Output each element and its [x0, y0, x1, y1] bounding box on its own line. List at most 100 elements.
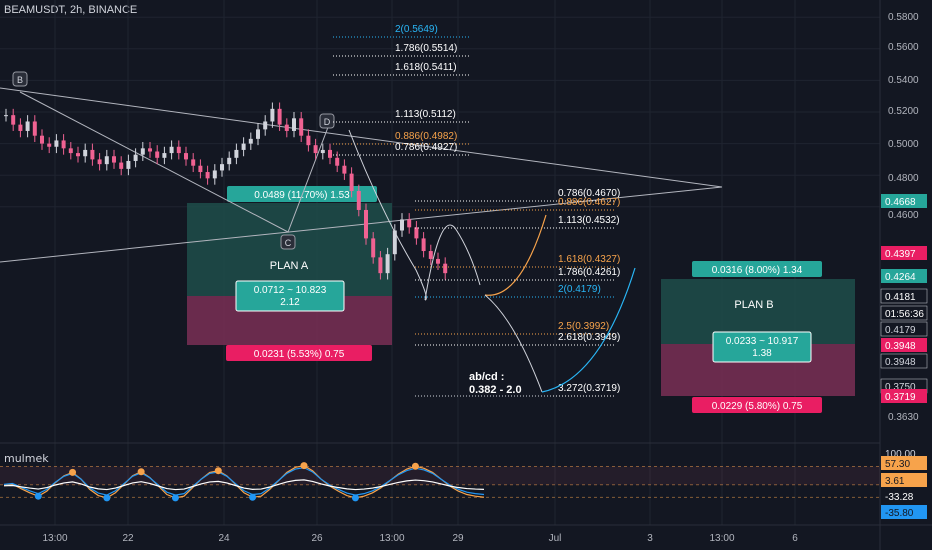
candle-body [292, 118, 296, 131]
price-axis-label: 0.3719 [885, 392, 916, 403]
candle-body [270, 108, 275, 122]
osc-axis-label: 3.61 [885, 476, 905, 487]
fib-level-label: 1.618(0.4327) [558, 254, 620, 265]
candle-body [364, 209, 368, 239]
fib-level-label: 1.618(0.5411) [395, 62, 457, 73]
oscillator-trough-dot [34, 492, 42, 500]
oscillator-trough-dot [103, 494, 111, 502]
time-axis-tick: 13:00 [42, 533, 67, 544]
candle-body [335, 157, 340, 166]
candle-body [97, 159, 102, 165]
plan-a-stop-badge [226, 345, 372, 361]
fib-level-label: 0.886(0.4627) [558, 197, 620, 208]
oscillator-trough-dot [249, 493, 257, 501]
candle-body [385, 254, 390, 274]
price-axis-label: 0.4397 [885, 249, 916, 260]
bearish-projection-arrow [484, 294, 543, 393]
candle-body [11, 115, 16, 125]
candle-body [176, 146, 181, 154]
price-axis-tick: 0.4600 [888, 210, 919, 221]
projection-curve [424, 224, 481, 301]
price-axis-label: 0.3948 [885, 357, 916, 368]
price-axis-label: 0.4264 [885, 272, 916, 283]
pattern-label-box [280, 234, 296, 250]
pattern-label-box [319, 113, 335, 129]
price-axis-label-bg [881, 269, 927, 283]
pattern-label: D [324, 117, 331, 127]
candle-body [421, 238, 426, 252]
candle-body [155, 151, 160, 158]
candle-body [205, 172, 210, 179]
pattern-label-box [12, 71, 28, 87]
symbol-header: BEAMUSDT, 2h, BINANCE [4, 4, 138, 16]
price-axis-tick: 0.4800 [888, 173, 919, 184]
candle-body [277, 108, 282, 125]
price-axis-label-bg [881, 338, 927, 352]
candle-body [284, 124, 289, 131]
candle-body [18, 124, 23, 131]
price-axis-tick: 0.5000 [888, 139, 919, 150]
fib-level-label: 1.113(0.5112) [395, 109, 456, 120]
recovery-projection-arrow [541, 267, 636, 393]
candle-body [371, 238, 376, 258]
candle-body [349, 173, 354, 191]
candle-body [191, 159, 196, 166]
fib-level-label: 2.5(0.3992) [558, 321, 609, 332]
plan-b-stop-text: 0.0229 (5.80%) 0.75 [712, 401, 803, 412]
plan-a-ratio-badge [235, 280, 345, 312]
price-axis-label: 0.3948 [885, 341, 916, 352]
candle-body [407, 219, 412, 228]
candle-body [47, 143, 52, 147]
oscillator-line-blue [3, 467, 485, 496]
time-axis-tick: 29 [452, 533, 464, 544]
price-axis-label-bg [880, 321, 928, 337]
time-axis-tick: 22 [122, 533, 134, 544]
plan-b-ratio-line1: 0.0233 ~ 10.917 [726, 336, 799, 347]
price-axis-tick: 0.5800 [888, 12, 919, 23]
price-axis-label-bg [881, 194, 927, 208]
price-axis-label-bg [880, 305, 928, 321]
candle-body [313, 145, 318, 154]
abcd-note-line1: ab/cd : [469, 371, 504, 383]
price-axis-tick: 0.5200 [888, 106, 919, 117]
candle-body [4, 115, 8, 117]
plan-b-ratio-line2: 1.38 [752, 348, 772, 359]
price-axis-label: 0.4668 [885, 197, 916, 208]
time-axis-tick: 26 [311, 533, 323, 544]
candle-body [256, 129, 260, 139]
oscillator-peak-dot [137, 468, 145, 476]
candle-body [220, 164, 224, 171]
candle-body [428, 251, 433, 259]
candle-body [320, 149, 325, 154]
oscillator-title: mulmek [4, 452, 49, 465]
plan-b-title: PLAN B [734, 299, 773, 311]
candle-body [83, 149, 88, 157]
price-axis-label: 01:56:36 [885, 309, 924, 320]
bullish-projection-arrow [484, 214, 547, 296]
oscillator-trough-dot [351, 494, 359, 502]
osc-axis-label: -35.80 [885, 508, 914, 519]
oscillator-peak-dot [69, 468, 77, 476]
osc-axis-label-bg [881, 505, 927, 519]
osc-axis-label-bg [881, 456, 927, 470]
fib-level-label: 2.618(0.3949) [558, 332, 620, 343]
plan-a-ratio-line1: 0.0712 ~ 10.823 [254, 285, 327, 296]
abcd-note-line2: 0.382 - 2.0 [469, 384, 522, 396]
price-axis-tick: 0.5600 [888, 42, 919, 53]
fib-level-label: 0.786(0.4670) [558, 188, 620, 199]
candle-body [126, 160, 131, 169]
candle-body [299, 118, 304, 136]
candle-body [119, 162, 124, 169]
candle-body [140, 148, 145, 155]
candle-body [263, 121, 268, 130]
oscillator-trough-dot [171, 494, 179, 502]
candle-body [328, 149, 332, 158]
time-axis-tick: Jul [549, 533, 562, 544]
time-axis-tick: 24 [218, 533, 230, 544]
candle-body [148, 148, 152, 152]
fib-level-label: 0.786(0.4927) [395, 142, 457, 153]
candle-body [342, 165, 347, 174]
osc-axis-label-bg [881, 473, 927, 487]
candle-body [25, 121, 30, 131]
